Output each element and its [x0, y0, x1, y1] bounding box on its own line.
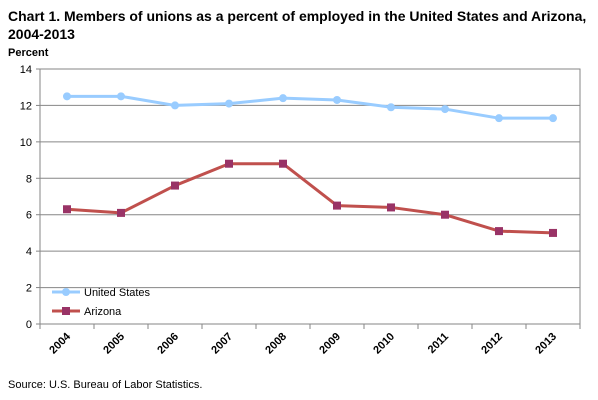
- x-tick-label: 2010: [371, 331, 397, 357]
- data-point: [549, 228, 557, 237]
- series-line: [66, 162, 554, 235]
- data-point: [63, 92, 71, 101]
- legend-label: Arizona: [84, 306, 122, 318]
- data-point: [225, 159, 233, 168]
- series-united-states: [63, 92, 557, 123]
- data-point: [279, 94, 287, 103]
- data-point: [225, 99, 233, 108]
- legend-label: United States: [84, 287, 151, 299]
- data-point: [333, 201, 341, 210]
- y-tick-label: 10: [20, 137, 32, 149]
- x-tick-label: 2009: [317, 331, 343, 357]
- data-point: [387, 203, 395, 212]
- y-tick-label: 14: [20, 64, 32, 76]
- data-point: [63, 205, 71, 214]
- data-point: [441, 105, 449, 114]
- x-tick-labels: 2004 2005 2006 2007 2008 2009 2010 2011 2012 2013: [47, 330, 559, 356]
- data-point: [495, 114, 503, 123]
- y-tick-label: 8: [26, 173, 32, 185]
- data-point: [333, 95, 341, 104]
- x-tick-label: 2008: [263, 331, 289, 357]
- x-tick-label: 2011: [426, 331, 451, 356]
- data-point: [171, 101, 179, 110]
- legend: United States Arizona: [52, 287, 151, 318]
- y-axis-label: Percent: [8, 47, 49, 59]
- x-tick-label: 2013: [533, 331, 559, 357]
- x-tick-label: 2004: [47, 330, 73, 356]
- data-point: [549, 114, 557, 123]
- series-arizona: [63, 159, 557, 237]
- y-tick-labels: 0 2 4 6 8 10 12 14: [20, 64, 32, 331]
- data-point: [171, 181, 179, 190]
- data-point: [387, 103, 395, 112]
- data-point: [441, 210, 449, 219]
- y-tick-label: 12: [20, 100, 32, 112]
- legend-marker: [62, 307, 70, 315]
- x-tick-label: 2012: [479, 331, 505, 357]
- data-point: [117, 208, 125, 217]
- x-tick-label: 2007: [209, 331, 235, 357]
- source-note: Source: U.S. Bureau of Labor Statistics.: [8, 379, 203, 391]
- data-point: [495, 227, 503, 236]
- y-tick-label: 4: [26, 246, 32, 258]
- axes: [36, 68, 581, 329]
- legend-marker: [62, 288, 70, 296]
- legend-item: Arizona: [52, 306, 122, 318]
- gridlines: [40, 104, 580, 289]
- series-group: [63, 92, 557, 237]
- legend-item: United States: [52, 287, 151, 299]
- y-tick-label: 2: [26, 283, 32, 295]
- chart-title: Chart 1. Members of unions as a percent …: [8, 8, 587, 42]
- y-tick-label: 6: [26, 210, 32, 222]
- data-point: [279, 159, 287, 168]
- plot-area: [39, 68, 581, 325]
- data-point: [117, 92, 125, 101]
- x-tick-label: 2006: [155, 331, 181, 357]
- series-line: [67, 94, 553, 120]
- y-tick-label: 0: [26, 319, 32, 331]
- x-tick-label: 2005: [101, 331, 127, 357]
